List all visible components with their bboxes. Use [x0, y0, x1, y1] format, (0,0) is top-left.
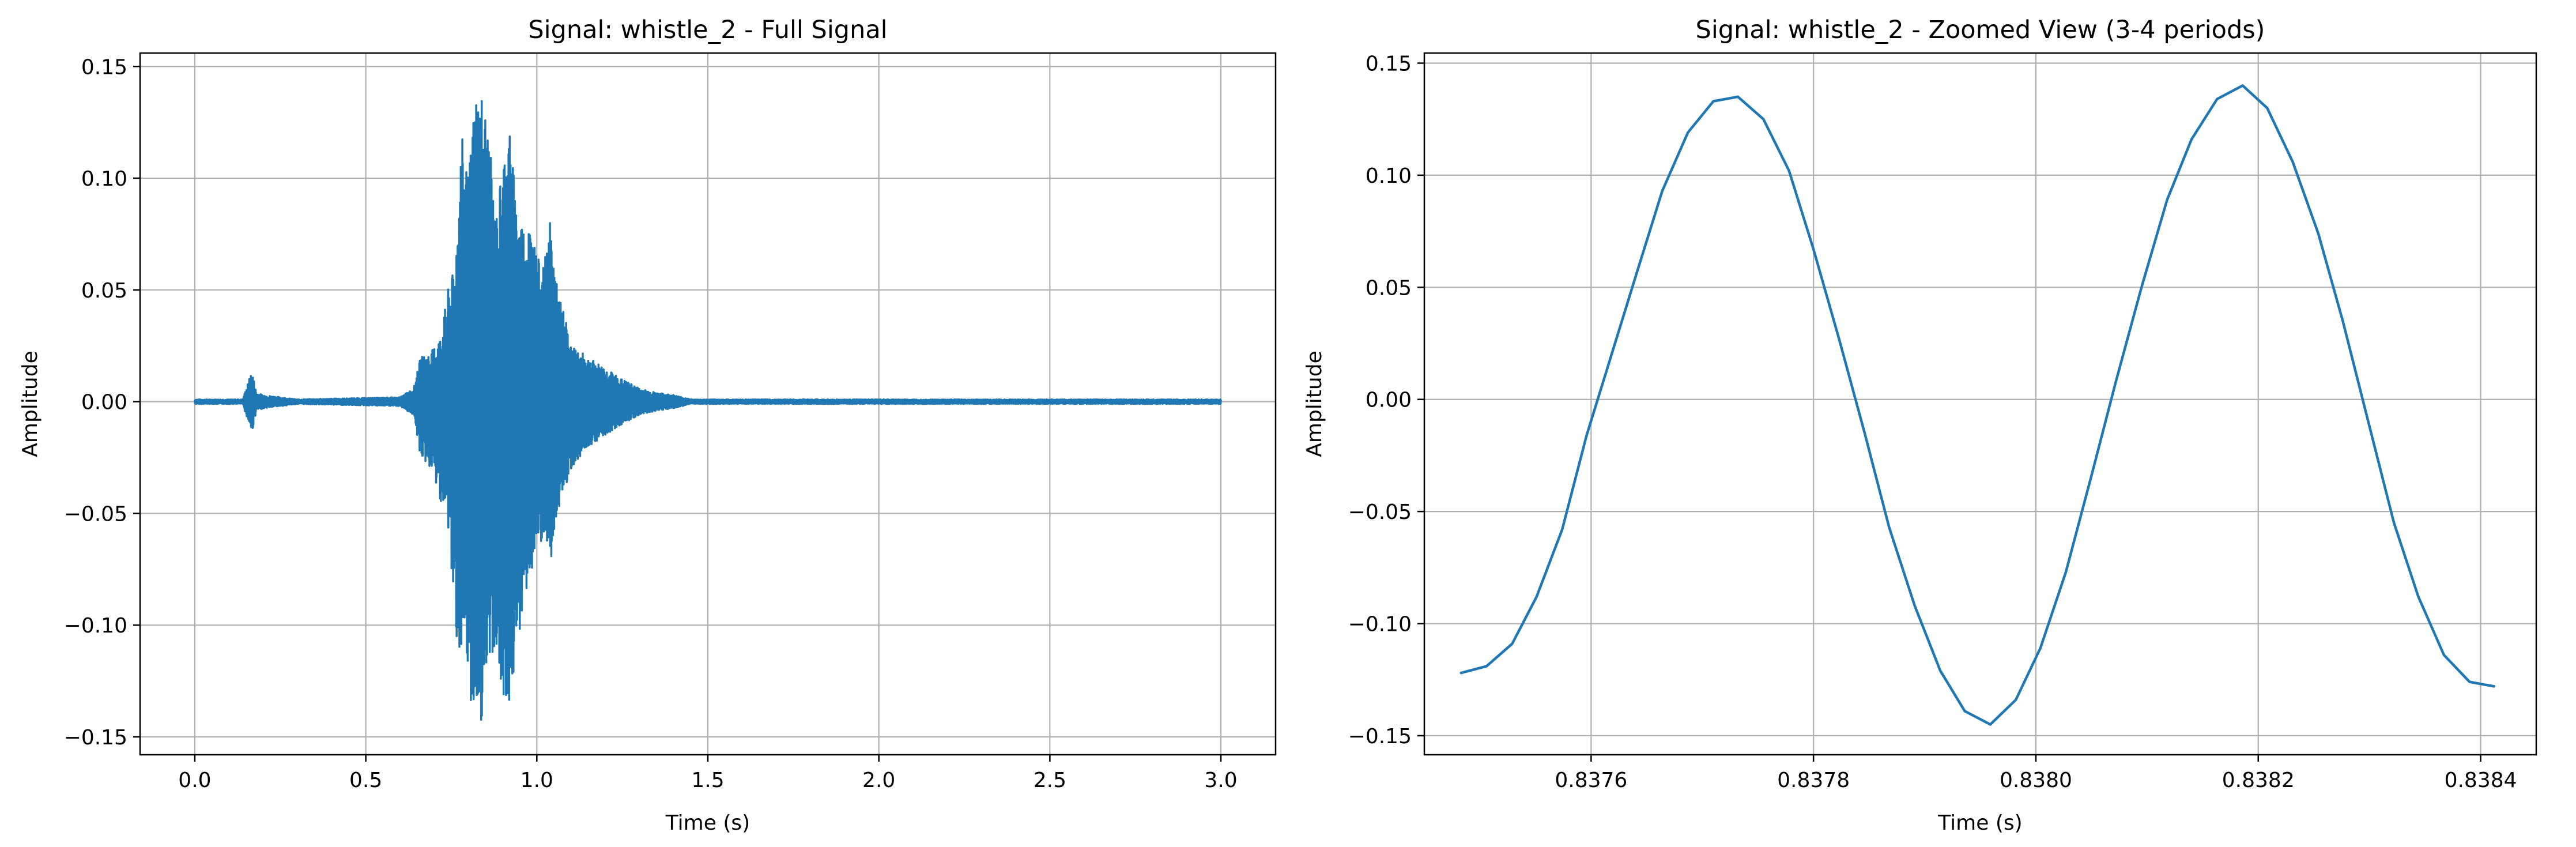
zoomed-view-y-tick-label: 0.15	[1366, 52, 1412, 76]
zoomed-view-ylabel: Amplitude	[1303, 351, 1326, 457]
full-signal-x-tick-label: 2.0	[862, 769, 895, 792]
full-signal-ylabel: Amplitude	[18, 351, 42, 457]
zoomed-view-xlabel: Time (s)	[1937, 811, 2022, 835]
zoomed-view-y-tick-label: 0.10	[1366, 164, 1412, 188]
full-signal-xlabel: Time (s)	[665, 811, 750, 835]
full-signal-panel: Signal: whistle_2 - Full Signal Time (s)…	[18, 16, 1277, 835]
full-signal-x-tick-label: 0.5	[349, 769, 382, 792]
zoomed-view-y-tick-label: 0.05	[1366, 276, 1412, 300]
zoomed-view-series-line	[1459, 84, 2495, 726]
full-signal-x-tick-label: 2.5	[1034, 769, 1066, 792]
full-signal-y-tick-label: −0.15	[64, 726, 127, 750]
zoomed-view-y-tick-label: −0.05	[1348, 500, 1412, 524]
full-signal-x-tick-label: 3.0	[1204, 769, 1237, 792]
full-signal-y-tick-label: −0.10	[64, 614, 127, 638]
full-signal-y-tick-label: 0.00	[81, 391, 127, 415]
zoomed-view-y-tick-label: 0.00	[1366, 389, 1412, 412]
zoomed-view-x-tick-label: 0.8382	[2222, 769, 2295, 792]
zoomed-view-x-tick-label: 0.8378	[1777, 769, 1850, 792]
zoomed-view-axes-frame	[1423, 52, 2537, 756]
zoomed-view-panel: Signal: whistle_2 - Zoomed View (3-4 per…	[1303, 16, 2537, 835]
zoomed-view-x-tick-label: 0.8384	[2445, 769, 2517, 792]
full-signal-x-tick-label: 1.5	[691, 769, 724, 792]
zoomed-view-y-tick-label: −0.15	[1348, 725, 1412, 748]
full-signal-y-tick-label: −0.05	[64, 502, 127, 526]
zoomed-view-grid	[1424, 53, 2536, 755]
full-signal-y-tick-label: 0.15	[81, 55, 127, 79]
zoomed-view-y-tick-label: −0.10	[1348, 613, 1412, 637]
zoomed-view-x-tick-label: 0.8380	[2000, 769, 2072, 792]
full-signal-x-tick-label: 1.0	[521, 769, 553, 792]
zoomed-view-x-tick-label: 0.8376	[1555, 769, 1627, 792]
full-signal-title: Signal: whistle_2 - Full Signal	[528, 16, 887, 44]
full-signal-y-tick-label: 0.05	[81, 279, 127, 303]
zoomed-view-title: Signal: whistle_2 - Zoomed View (3-4 per…	[1696, 16, 2265, 44]
full-signal-series-line	[194, 100, 1222, 721]
full-signal-y-tick-label: 0.10	[81, 167, 127, 191]
full-signal-x-tick-label: 0.0	[178, 769, 211, 792]
